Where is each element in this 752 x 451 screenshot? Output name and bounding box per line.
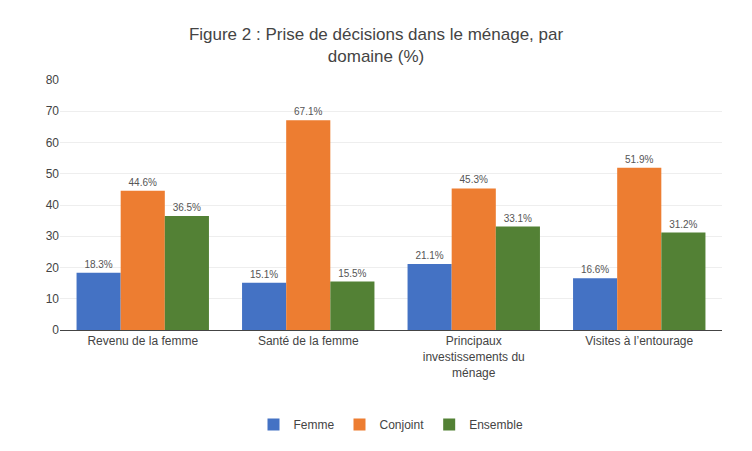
svg-text:15.5%: 15.5% <box>338 268 366 279</box>
svg-text:33.1%: 33.1% <box>504 213 532 224</box>
svg-text:Femme: Femme <box>294 418 335 432</box>
svg-text:50: 50 <box>46 167 60 181</box>
svg-text:30: 30 <box>46 229 60 243</box>
svg-text:40: 40 <box>46 198 60 212</box>
svg-text:Ensemble: Ensemble <box>469 418 523 432</box>
svg-text:15.1%: 15.1% <box>250 269 278 280</box>
svg-text:Revenu de la femme: Revenu de la femme <box>87 334 198 348</box>
svg-text:Conjoint: Conjoint <box>379 418 424 432</box>
svg-text:Figure 2 : Prise de décisions: Figure 2 : Prise de décisions dans le mé… <box>189 25 564 66</box>
svg-text:16.6%: 16.6% <box>581 264 609 275</box>
svg-text:21.1%: 21.1% <box>415 250 443 261</box>
svg-text:80: 80 <box>46 73 60 87</box>
svg-text:36.5%: 36.5% <box>173 202 201 213</box>
svg-text:Principauxinvestissements dumé: Principauxinvestissements duménage <box>423 334 525 379</box>
svg-text:44.6%: 44.6% <box>129 177 157 188</box>
svg-text:67.1%: 67.1% <box>294 106 322 117</box>
svg-text:0: 0 <box>52 323 59 337</box>
svg-text:20: 20 <box>46 261 60 275</box>
svg-text:70: 70 <box>46 104 60 118</box>
svg-text:10: 10 <box>46 292 60 306</box>
svg-text:31.2%: 31.2% <box>669 219 697 230</box>
svg-text:18.3%: 18.3% <box>84 259 112 270</box>
svg-text:51.9%: 51.9% <box>625 154 653 165</box>
svg-text:Santé de la femme: Santé de la femme <box>258 334 359 348</box>
svg-text:Visites à l’entourage: Visites à l’entourage <box>585 334 693 348</box>
svg-text:60: 60 <box>46 136 60 150</box>
svg-text:45.3%: 45.3% <box>460 174 488 185</box>
